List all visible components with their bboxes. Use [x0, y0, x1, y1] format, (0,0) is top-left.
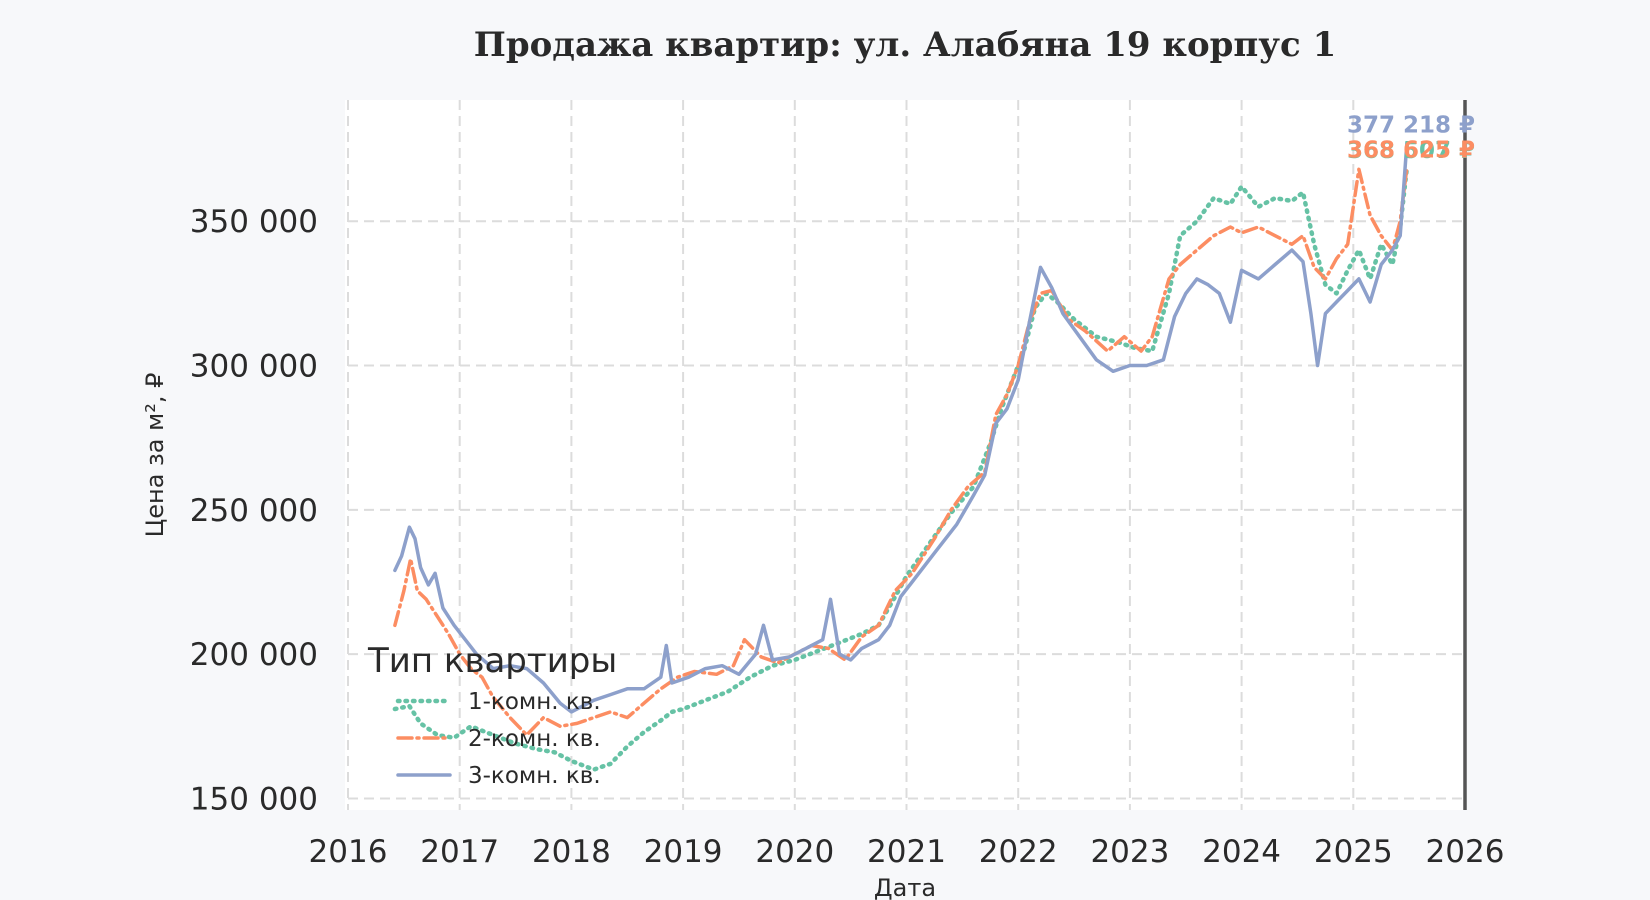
legend-label-2: 2-комн. кв. — [468, 726, 601, 752]
legend-label-1: 1-комн. кв. — [468, 689, 601, 715]
y-axis-label: Цена за м², ₽ — [141, 373, 169, 538]
series-end-label-2: 368 625 ₽ — [1347, 138, 1475, 164]
x-tick-label: 2023 — [1090, 834, 1169, 870]
x-tick-label: 2016 — [309, 834, 388, 870]
x-axis-ticks: 2016 2017 2018 2019 2020 2021 2022 2023 2024 2025… — [309, 834, 1505, 870]
x-tick-label: 2021 — [867, 834, 946, 870]
x-tick-label: 2019 — [644, 834, 723, 870]
x-tick-label: 2026 — [1426, 834, 1505, 870]
y-tick-label: 200 000 — [190, 637, 318, 673]
y-tick-label: 300 000 — [190, 349, 318, 385]
y-tick-label: 350 000 — [190, 204, 318, 240]
x-tick-label: 2018 — [532, 834, 611, 870]
x-axis-label: Дата — [874, 874, 936, 900]
y-tick-label: 150 000 — [190, 781, 318, 817]
y-tick-label: 250 000 — [190, 493, 318, 529]
series-end-label-3: 377 218 ₽ — [1347, 113, 1475, 139]
x-tick-label: 2020 — [755, 834, 834, 870]
x-tick-label: 2025 — [1314, 834, 1393, 870]
x-tick-label: 2017 — [420, 834, 499, 870]
x-tick-label: 2022 — [979, 834, 1058, 870]
legend-label-3: 3-комн. кв. — [468, 763, 601, 789]
chart-title: Продажа квартир: ул. Алабяна 19 корпус 1 — [474, 25, 1337, 65]
legend-title: Тип квартиры — [367, 641, 617, 681]
x-tick-label: 2024 — [1202, 834, 1281, 870]
end-labels: 368 507 ₽368 625 ₽377 218 ₽ — [1347, 113, 1475, 164]
